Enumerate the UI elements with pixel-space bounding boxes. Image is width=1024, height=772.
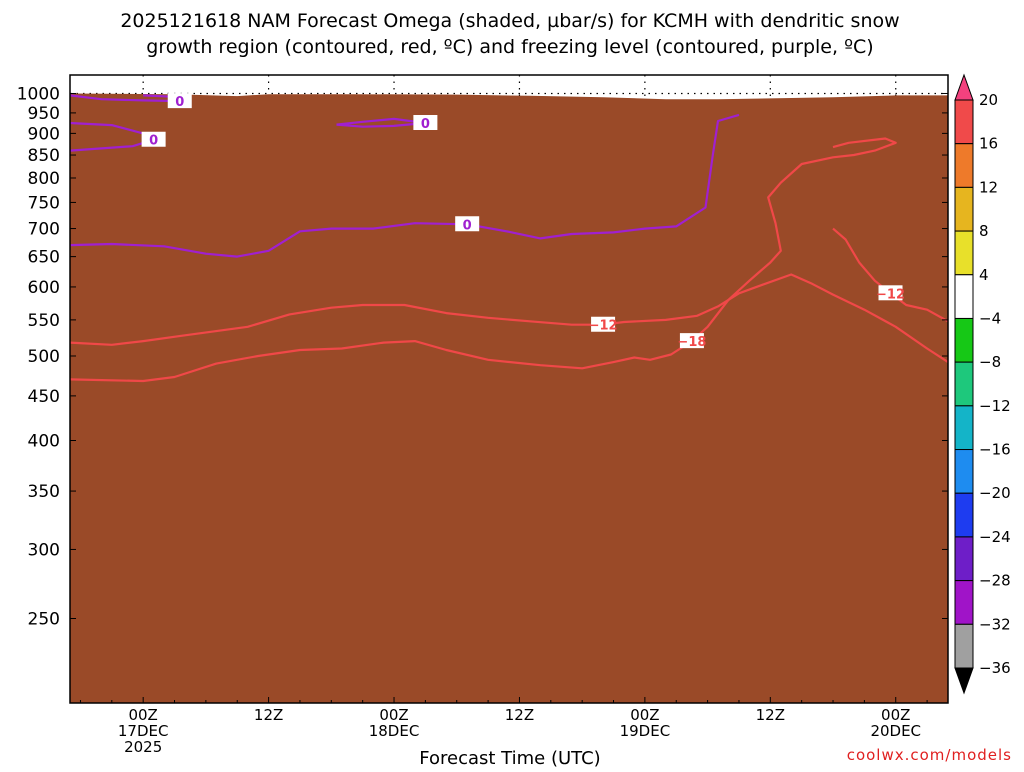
y-tick-label: 450 — [28, 387, 60, 407]
colorbar-bin — [954, 230, 974, 276]
freezing-label: 0 — [149, 134, 158, 149]
colorbar-tick-label: −12 — [979, 397, 1011, 415]
x-tick-label: 12Z — [756, 706, 785, 724]
y-tick-label: 700 — [28, 220, 60, 240]
freezing-label-bg — [413, 115, 438, 131]
colorbar-bin — [954, 536, 974, 582]
chart-title-line-2: growth region (contoured, red, ºC) and f… — [146, 36, 873, 58]
colorbar-bin — [954, 580, 974, 625]
colorbar-tick-label: −32 — [979, 615, 1011, 633]
y-tick-label: 250 — [28, 609, 60, 629]
colorbar-bin — [954, 274, 974, 319]
x-tick-label: 19DEC — [620, 722, 671, 740]
y-tick-label: 400 — [28, 431, 60, 451]
colorbar-tick-label: −8 — [979, 353, 1001, 371]
colorbar-tick-label: 4 — [979, 266, 989, 284]
colorbar-bin — [954, 492, 974, 538]
freezing-label: 0 — [421, 117, 430, 132]
plot-clipped-layer: −18 −12 −12 0 0 0 0 — [70, 75, 948, 703]
colorbar-bin — [954, 317, 974, 363]
colorbar-tick-label: −36 — [979, 659, 1011, 677]
source-credit: coolwx.com/models — [847, 746, 1012, 764]
y-tick-label: 600 — [28, 278, 60, 298]
colorbar-bin — [954, 186, 974, 232]
colorbar-top-triangle — [954, 73, 974, 101]
y-tick-label: 900 — [28, 124, 60, 144]
plot-area: −18 −12 −12 0 0 0 0 250 300 350 400 450 500 550 600 650… — [17, 74, 949, 756]
colorbar-bin — [954, 361, 974, 407]
colorbar-bin — [954, 449, 974, 494]
colorbar-bin — [954, 143, 974, 188]
colorbar-bin — [954, 99, 974, 145]
colorbar-tick-label: −4 — [979, 309, 1001, 327]
isotherm-label: −18 — [677, 335, 706, 350]
colorbar-tick-label: 8 — [979, 222, 989, 240]
x-tick-label: 00Z — [379, 706, 408, 724]
colorbar-bin — [954, 405, 974, 451]
colorbar-tick-label: −20 — [979, 484, 1011, 502]
x-tick-label: 12Z — [254, 706, 283, 724]
plot-frame — [69, 74, 949, 704]
ground-terrain — [70, 93, 948, 703]
y-tick-label: 950 — [28, 104, 60, 124]
colorbar: 20 16 12 8 4 −4 −8 −12 −16 −20 −24 −28 −32 −36 — [954, 73, 1011, 695]
freezing-label-bg — [167, 93, 192, 109]
y-tick-label: 800 — [28, 169, 60, 189]
colorbar-tick-label: −16 — [979, 441, 1011, 459]
chart-title-line-1: 2025121618 NAM Forecast Omega (shaded, µ… — [120, 10, 899, 32]
freezing-label: 0 — [175, 95, 184, 110]
colorbar-tick-label: 16 — [979, 135, 998, 153]
x-tick-label: 2025 — [124, 738, 162, 756]
colorbar-tick-label: 20 — [979, 91, 998, 109]
isotherm-label-bg — [591, 316, 616, 332]
colorbar-tick-label: −28 — [979, 572, 1011, 590]
x-axis-label: Forecast Time (UTC) — [419, 748, 600, 768]
x-tick-label: 17DEC — [118, 722, 169, 740]
y-tick-label: 750 — [28, 193, 60, 213]
y-tick-label: 300 — [28, 540, 60, 560]
y-tick-label: 850 — [28, 146, 60, 166]
x-tick-label: 18DEC — [369, 722, 420, 740]
isotherm-label-bg — [878, 285, 903, 301]
y-tick-label: 1000 — [17, 84, 60, 104]
freezing-label: 0 — [463, 218, 472, 233]
x-tick-label: 00Z — [128, 706, 157, 724]
colorbar-tick-label: −24 — [979, 528, 1011, 546]
isotherm-label: −12 — [589, 319, 618, 334]
isotherm-label: −12 — [876, 287, 905, 302]
colorbar-tick-label: 12 — [979, 178, 998, 196]
y-tick-label: 650 — [28, 248, 60, 268]
freezing-label-bg — [141, 131, 166, 147]
x-tick-label: 00Z — [881, 706, 910, 724]
colorbar-bottom-triangle — [954, 667, 974, 695]
x-tick-label: 00Z — [630, 706, 659, 724]
y-tick-label: 500 — [28, 347, 60, 367]
freezing-label-bg — [455, 216, 480, 232]
y-tick-label: 550 — [28, 311, 60, 331]
isotherm-label-bg — [679, 333, 704, 349]
colorbar-bin — [954, 623, 974, 669]
x-tick-label: 20DEC — [870, 722, 921, 740]
x-tick-label: 12Z — [505, 706, 534, 724]
y-tick-label: 350 — [28, 482, 60, 502]
